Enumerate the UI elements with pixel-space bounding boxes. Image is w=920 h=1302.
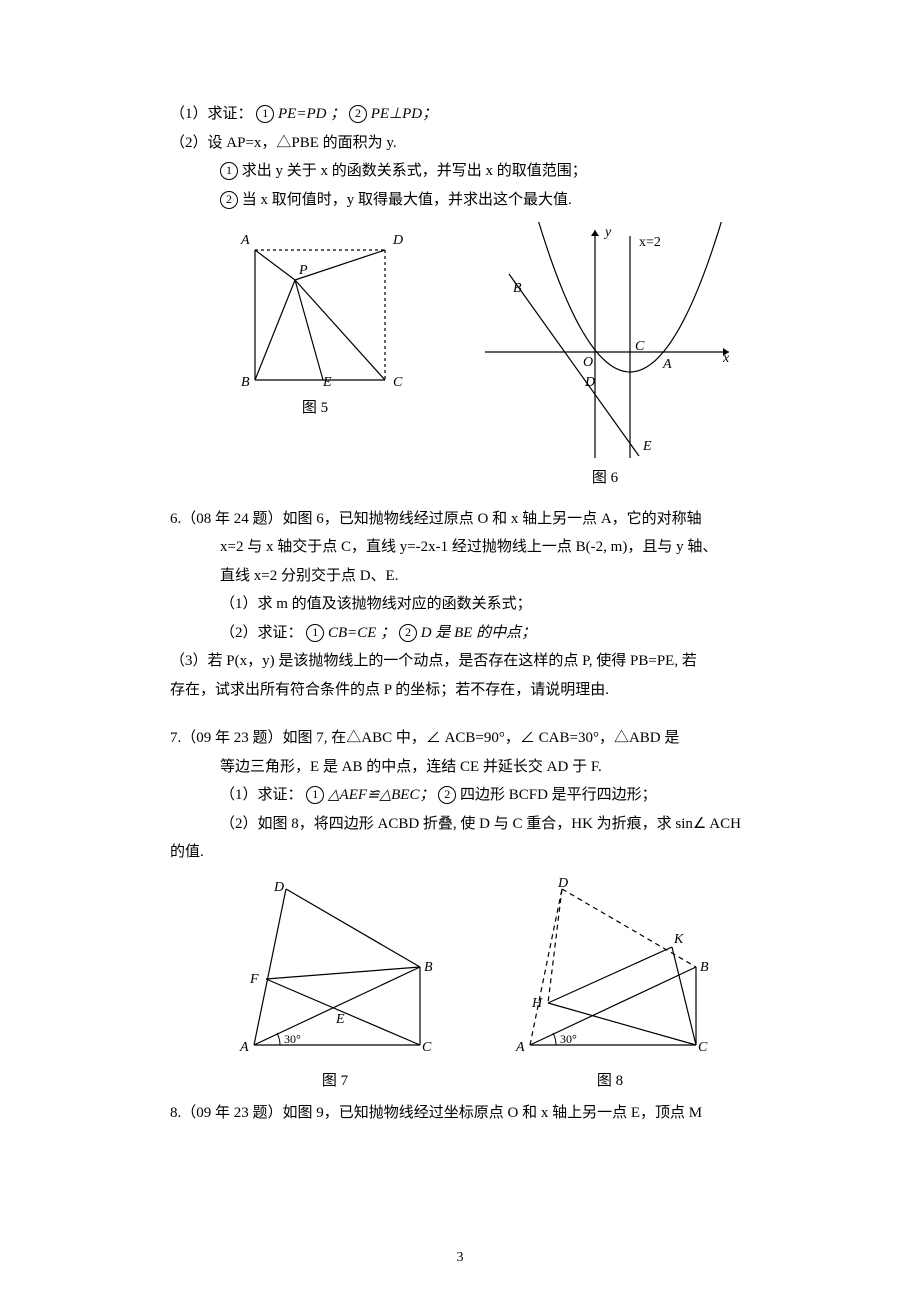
svg-text:B: B [424, 960, 433, 975]
q6-p2-label: （2）求证： [220, 625, 303, 641]
q6-p2: （2）求证： 1 CB=CE ； 2 D 是 BE 的中点； [170, 619, 780, 648]
svg-text:H: H [531, 996, 543, 1011]
svg-text:D: D [584, 375, 595, 390]
q7-p1-label: （1）求证： [220, 787, 303, 803]
figure-8-caption: 图 8 [500, 1067, 720, 1096]
circle-2-icon: 2 [399, 624, 417, 642]
svg-text:C: C [698, 1040, 708, 1055]
svg-text:D: D [557, 876, 568, 891]
q7-l2: 等边三角形，E 是 AB 的中点，连结 CE 并延长交 AD 于 F. [170, 753, 780, 782]
q6-p2a: CB=CE ； [328, 625, 395, 641]
svg-text:A: A [662, 357, 672, 372]
q6-p3a: （3）若 P(x，y) 是该抛物线上的一个动点，是否存在这样的点 P, 使得 P… [170, 647, 780, 676]
svg-text:E: E [335, 1012, 345, 1027]
q6-p1: （1）求 m 的值及该抛物线对应的函数关系式； [170, 590, 780, 619]
figure-5-svg: A D B C P E [215, 222, 415, 392]
figure-6-caption: 图 6 [475, 464, 735, 493]
circle-1-icon: 1 [306, 624, 324, 642]
q7-p1b: 四边形 BCFD 是平行四边形； [460, 787, 657, 803]
q5-p2b-text: 当 x 取何值时，y 取得最大值，并求出这个最大值. [242, 192, 572, 208]
q6-p2b: D 是 BE 的中点； [421, 625, 536, 641]
circle-2-icon: 2 [220, 191, 238, 209]
figure-5: A D B C P E 图 5 [215, 222, 415, 493]
svg-text:D: D [273, 880, 284, 895]
svg-text:C: C [422, 1040, 432, 1055]
svg-text:B: B [241, 375, 250, 390]
q6-l3: 直线 x=2 分别交于点 D、E. [170, 562, 780, 591]
q7-p1: （1）求证： 1 △AEF≌△BEC； 2 四边形 BCFD 是平行四边形； [170, 781, 780, 810]
figure-row-5-6: A D B C P E 图 5 y x x=2 O A C B D E 图 6 [170, 222, 780, 493]
svg-text:y: y [603, 225, 612, 240]
page-number: 3 [0, 1245, 920, 1272]
circle-1-icon: 1 [220, 162, 238, 180]
q5-p1-label: （1）求证： [170, 106, 253, 122]
svg-text:O: O [583, 355, 593, 370]
svg-text:C: C [393, 375, 403, 390]
svg-text:K: K [673, 932, 684, 947]
circle-2-icon: 2 [349, 105, 367, 123]
q5-p1b: PE⊥PD； [371, 106, 437, 122]
figure-row-7-8: 30° A C B D F E 图 7 30° A C B D H K 图 8 [170, 875, 780, 1096]
q7-p1a: △AEF≌△BEC； [328, 787, 434, 803]
svg-text:30°: 30° [560, 1032, 577, 1046]
figure-7: 30° A C B D F E 图 7 [230, 875, 440, 1096]
q6-p3b: 存在，试求出所有符合条件的点 P 的坐标；若不存在，请说明理由. [170, 676, 780, 705]
q7-p2a: （2）如图 8，将四边形 ACBD 折叠, 使 D 与 C 重合，HK 为折痕，… [170, 810, 780, 839]
q6-head: 6.（08 年 24 题）如图 6，已知抛物线经过原点 O 和 x 轴上另一点 … [170, 505, 780, 534]
q8-head: 8.（09 年 23 题）如图 9，已知抛物线经过坐标原点 O 和 x 轴上另一… [170, 1099, 780, 1128]
q5-part1: （1）求证： 1 PE=PD ； 2 PE⊥PD； [170, 100, 780, 129]
q5-part2: （2）设 AP=x，△PBE 的面积为 y. [170, 129, 780, 158]
svg-text:E: E [642, 439, 652, 454]
q5-p2a-text: 求出 y 关于 x 的函数关系式，并写出 x 的取值范围； [242, 163, 587, 179]
figure-5-caption: 图 5 [215, 394, 415, 423]
circle-1-icon: 1 [306, 786, 324, 804]
figure-7-svg: 30° A C B D F E [230, 875, 440, 1065]
svg-text:E: E [322, 375, 332, 390]
svg-text:B: B [513, 281, 522, 296]
q5-part2b: 2 当 x 取何值时，y 取得最大值，并求出这个最大值. [170, 186, 780, 215]
svg-text:C: C [635, 339, 645, 354]
svg-text:D: D [392, 233, 403, 248]
q5-part2a: 1 求出 y 关于 x 的函数关系式，并写出 x 的取值范围； [170, 157, 780, 186]
q7-p2b: 的值. [170, 838, 780, 867]
svg-text:P: P [298, 263, 308, 278]
figure-8-svg: 30° A C B D H K [500, 875, 720, 1065]
svg-text:30°: 30° [284, 1032, 301, 1046]
figure-7-caption: 图 7 [230, 1067, 440, 1096]
figure-6: y x x=2 O A C B D E 图 6 [475, 222, 735, 493]
svg-text:x: x [722, 351, 730, 366]
svg-text:A: A [239, 1040, 249, 1055]
circle-2-icon: 2 [438, 786, 456, 804]
figure-8: 30° A C B D H K 图 8 [500, 875, 720, 1096]
figure-6-svg: y x x=2 O A C B D E [475, 222, 735, 462]
q6-l2: x=2 与 x 轴交于点 C，直线 y=-2x-1 经过抛物线上一点 B(-2,… [170, 533, 780, 562]
q5-p1a: PE=PD ； [278, 106, 349, 122]
svg-text:A: A [240, 233, 250, 248]
svg-text:F: F [249, 972, 259, 987]
svg-text:A: A [515, 1040, 525, 1055]
svg-text:x=2: x=2 [639, 235, 661, 250]
q7-head: 7.（09 年 23 题）如图 7, 在△ABC 中，∠ ACB=90°，∠ C… [170, 724, 780, 753]
svg-text:B: B [700, 960, 709, 975]
circle-1-icon: 1 [256, 105, 274, 123]
